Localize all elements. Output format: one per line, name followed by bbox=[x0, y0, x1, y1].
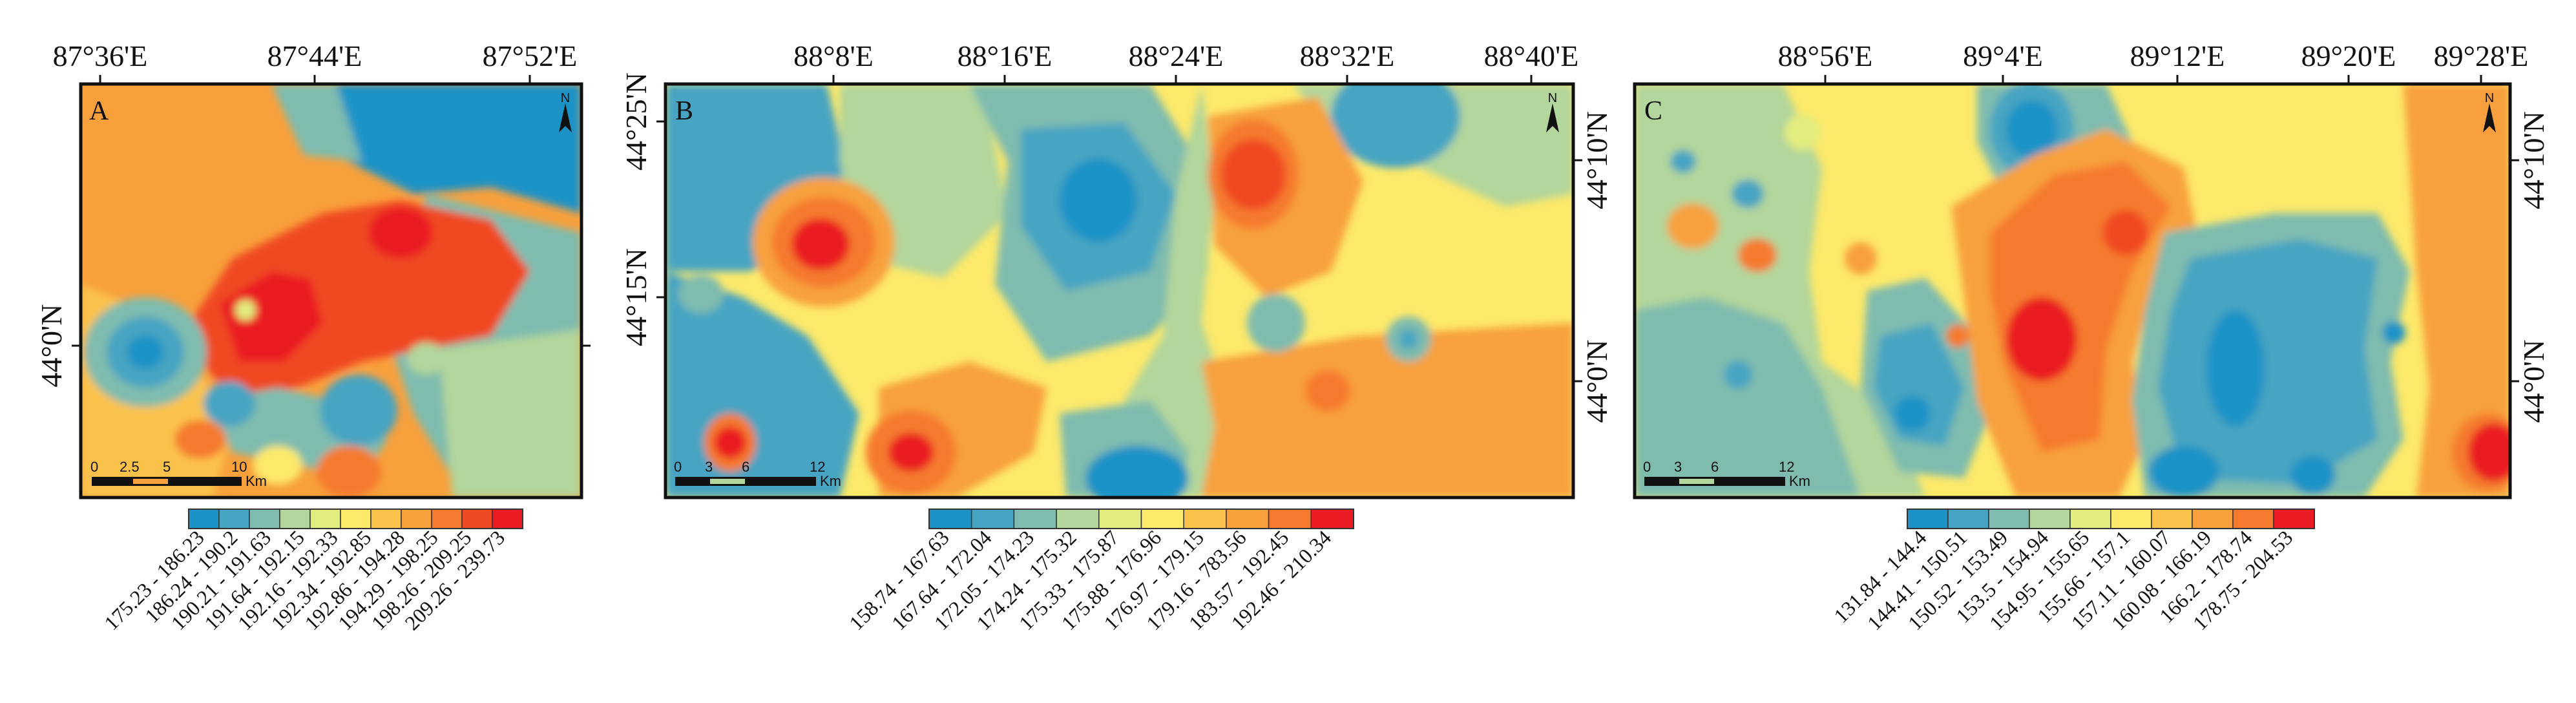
scale-label-2: 6 bbox=[742, 459, 749, 475]
lon-tick-label: 89°28'E bbox=[2434, 39, 2529, 72]
legend-swatch bbox=[2151, 509, 2193, 529]
north-label: N bbox=[1548, 91, 1557, 105]
map-panel-c: 88°56'E 89°4'E 89°12'E 89°20'E 89°28'E 44°10'… bbox=[1633, 39, 2550, 635]
legend-swatch bbox=[2232, 509, 2274, 529]
legend-swatch bbox=[1268, 509, 1312, 529]
legend-swatch bbox=[2110, 509, 2152, 529]
legend-swatch bbox=[218, 509, 250, 529]
legend-swatch bbox=[1988, 509, 2030, 529]
panel-letter-b: B bbox=[675, 96, 693, 126]
scale-label-3: 10 bbox=[231, 459, 247, 475]
scale-bar: 0 2.5 5 10 Km bbox=[90, 459, 267, 489]
lon-tick-label: 89°12'E bbox=[2130, 39, 2225, 72]
scale-unit: Km bbox=[1789, 473, 1810, 489]
lon-tick-label: 87°44'E bbox=[267, 39, 362, 72]
lon-tick-label: 87°52'E bbox=[483, 39, 578, 72]
north-label: N bbox=[561, 91, 570, 105]
legend-swatch bbox=[1226, 509, 1270, 529]
north-label: N bbox=[2485, 91, 2494, 105]
lon-tick-label: 88°32'E bbox=[1300, 39, 1395, 72]
scale-label-0: 0 bbox=[674, 459, 682, 475]
north-arrow: N bbox=[2483, 91, 2496, 132]
legend-swatch bbox=[1056, 509, 1100, 529]
lat-tick-label: 44°0'N bbox=[35, 304, 68, 388]
legend-swatch bbox=[340, 509, 372, 529]
scale-label-3: 12 bbox=[810, 459, 825, 475]
lon-tick-label: 87°36'E bbox=[53, 39, 148, 72]
legend-swatch bbox=[1013, 509, 1057, 529]
map-b-surface bbox=[665, 84, 1573, 498]
lat-tick-label: 44°10'N bbox=[2517, 111, 2550, 209]
panel-letter-a: A bbox=[89, 96, 109, 126]
lat-tick-label: 44°25'N bbox=[620, 72, 653, 171]
scale-unit: Km bbox=[820, 473, 841, 489]
legend-swatch bbox=[1907, 509, 1949, 529]
legend-swatch bbox=[2069, 509, 2111, 529]
lat-tick-label: 44°15'N bbox=[620, 248, 653, 346]
scale-label-2: 6 bbox=[1711, 459, 1719, 475]
map-c-surface bbox=[1635, 84, 2510, 498]
legend-swatch bbox=[2029, 509, 2071, 529]
scale-label-1: 3 bbox=[705, 459, 713, 475]
legend-swatch bbox=[1140, 509, 1184, 529]
legend-swatch bbox=[188, 509, 220, 529]
legend-swatch bbox=[1183, 509, 1227, 529]
scale-unit: Km bbox=[246, 473, 267, 489]
legend-swatch bbox=[401, 509, 432, 529]
lon-tick-label: 88°8'E bbox=[793, 39, 874, 72]
scale-bar: 0 3 6 12 Km bbox=[1643, 459, 1810, 489]
lat-tick-label: 44°10'N bbox=[1580, 111, 1613, 209]
lon-tick-label: 88°56'E bbox=[1778, 39, 1873, 72]
graticule-ticks: 88°56'E 89°4'E 89°12'E 89°20'E 89°28'E 44°10'… bbox=[1778, 39, 2550, 423]
legend-swatch bbox=[492, 509, 523, 529]
map-a-surface bbox=[81, 84, 581, 498]
north-arrow: N bbox=[1546, 91, 1559, 132]
legend-swatch bbox=[2273, 509, 2315, 529]
graticule-ticks: 87°36'E 87°44'E 87°52'E 44°0'N bbox=[35, 39, 591, 387]
scale-label-1: 2.5 bbox=[120, 459, 140, 475]
legend-swatch bbox=[928, 509, 972, 529]
panel-letter-c: C bbox=[1644, 96, 1662, 126]
legend-swatch bbox=[279, 509, 311, 529]
legend-swatch bbox=[2192, 509, 2234, 529]
legend-swatch bbox=[1098, 509, 1142, 529]
scale-bar: 0 3 6 12 Km bbox=[674, 459, 841, 489]
scale-label-0: 0 bbox=[90, 459, 98, 475]
scale-label-3: 12 bbox=[1779, 459, 1794, 475]
lat-tick-label: 44°0'N bbox=[2517, 340, 2550, 423]
legend-border bbox=[188, 509, 523, 529]
legend-swatch bbox=[249, 509, 280, 529]
legend-border bbox=[928, 509, 1354, 529]
north-arrow: N bbox=[559, 91, 572, 132]
map-c-frame bbox=[1633, 82, 2512, 499]
scale-label-2: 5 bbox=[163, 459, 171, 475]
legend-border bbox=[1907, 509, 2315, 529]
map-a-frame bbox=[79, 82, 583, 499]
lon-tick-label: 89°4'E bbox=[1963, 39, 2043, 72]
graticule-ticks: 88°8'E 88°16'E 88°24'E 88°32'E 88°40'E 44°25'… bbox=[620, 39, 1613, 423]
lon-tick-label: 89°20'E bbox=[2301, 39, 2396, 72]
lon-tick-label: 88°16'E bbox=[958, 39, 1052, 72]
map-b-frame bbox=[664, 82, 1575, 499]
map-panel-b: 88°8'E 88°16'E 88°24'E 88°32'E 88°40'E 44°25'… bbox=[620, 39, 1613, 635]
lon-tick-label: 88°40'E bbox=[1484, 39, 1579, 72]
map-panel-a: 87°36'E 87°44'E 87°52'E 44°0'N A N 0 2.5 5 … bbox=[35, 39, 591, 635]
legend-swatch bbox=[1947, 509, 1989, 529]
legend-swatch bbox=[461, 509, 493, 529]
lon-tick-label: 88°24'E bbox=[1129, 39, 1224, 72]
scale-label-1: 3 bbox=[1674, 459, 1682, 475]
legend-swatch bbox=[370, 509, 402, 529]
legend-swatch bbox=[1310, 509, 1354, 529]
legend-swatch bbox=[431, 509, 463, 529]
scale-label-0: 0 bbox=[1643, 459, 1651, 475]
legend-swatch bbox=[970, 509, 1015, 529]
lat-tick-label: 44°0'N bbox=[1580, 340, 1613, 423]
